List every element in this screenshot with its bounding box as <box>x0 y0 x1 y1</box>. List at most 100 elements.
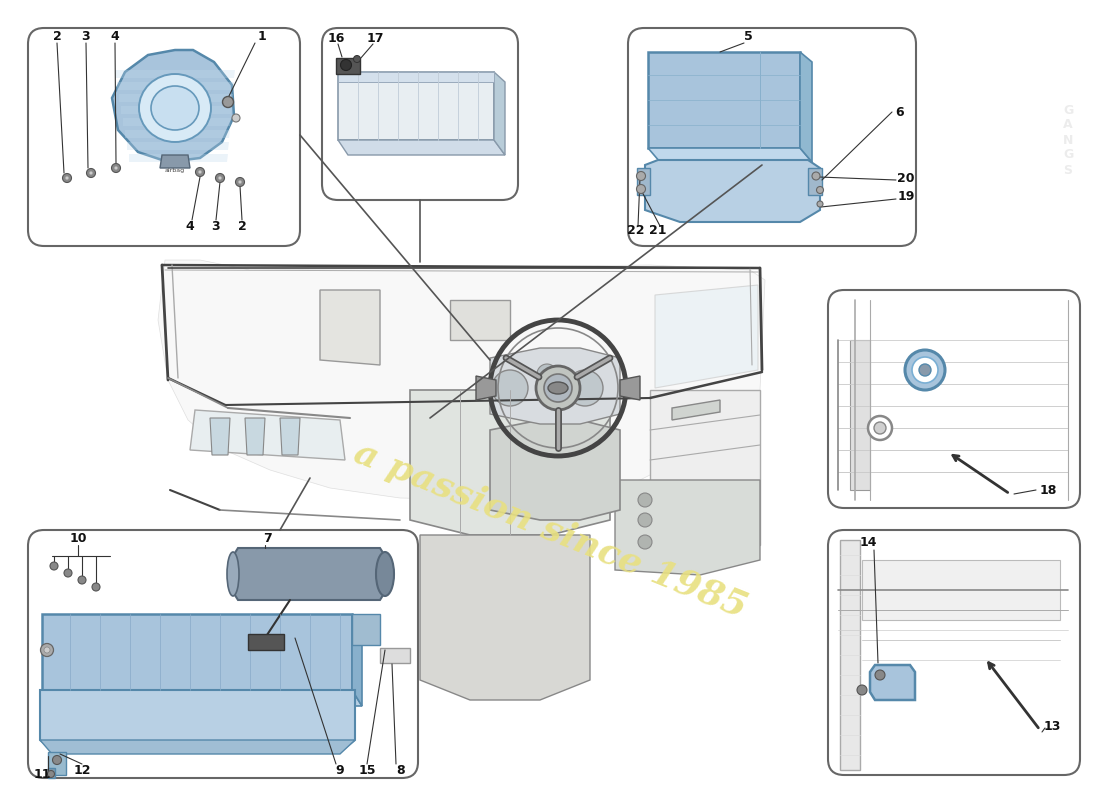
Circle shape <box>41 643 54 657</box>
Polygon shape <box>850 340 870 490</box>
Circle shape <box>857 685 867 695</box>
FancyBboxPatch shape <box>322 28 518 200</box>
Polygon shape <box>125 130 230 138</box>
Polygon shape <box>840 540 860 770</box>
Polygon shape <box>338 72 494 140</box>
Text: 22: 22 <box>627 223 645 237</box>
Polygon shape <box>672 400 721 420</box>
Polygon shape <box>42 690 362 706</box>
Circle shape <box>536 366 580 410</box>
Polygon shape <box>637 168 650 195</box>
Polygon shape <box>40 690 355 752</box>
Circle shape <box>65 176 69 180</box>
Text: 3: 3 <box>81 30 90 43</box>
Polygon shape <box>379 648 410 663</box>
Circle shape <box>905 350 945 390</box>
Circle shape <box>492 370 528 406</box>
Text: 8: 8 <box>397 763 405 777</box>
Circle shape <box>341 59 352 70</box>
Text: 20: 20 <box>898 171 915 185</box>
Circle shape <box>638 493 652 507</box>
Circle shape <box>216 174 224 182</box>
Polygon shape <box>338 140 505 155</box>
Circle shape <box>63 174 72 182</box>
Polygon shape <box>648 52 800 148</box>
Polygon shape <box>40 740 355 754</box>
Text: 7: 7 <box>264 531 273 545</box>
Polygon shape <box>126 142 229 150</box>
Polygon shape <box>870 665 915 700</box>
Polygon shape <box>112 50 234 162</box>
Ellipse shape <box>151 86 199 130</box>
Polygon shape <box>245 418 265 455</box>
Text: 4: 4 <box>186 219 195 233</box>
Polygon shape <box>420 535 590 700</box>
Circle shape <box>232 114 240 122</box>
Text: 9: 9 <box>336 763 344 777</box>
Circle shape <box>78 576 86 584</box>
Text: 6: 6 <box>895 106 904 118</box>
Circle shape <box>874 422 886 434</box>
Circle shape <box>196 167 205 177</box>
Polygon shape <box>210 418 230 455</box>
Ellipse shape <box>139 74 211 142</box>
Polygon shape <box>117 82 234 90</box>
Circle shape <box>87 169 96 178</box>
Polygon shape <box>158 260 764 500</box>
Text: 19: 19 <box>898 190 915 202</box>
Circle shape <box>92 583 100 591</box>
Polygon shape <box>116 70 235 78</box>
Polygon shape <box>494 72 505 155</box>
Circle shape <box>868 416 892 440</box>
Polygon shape <box>862 560 1060 620</box>
FancyBboxPatch shape <box>828 290 1080 508</box>
Polygon shape <box>338 72 494 82</box>
FancyBboxPatch shape <box>628 28 916 246</box>
Polygon shape <box>808 168 822 195</box>
Polygon shape <box>48 752 66 775</box>
Text: 15: 15 <box>359 763 376 777</box>
Text: 17: 17 <box>366 31 384 45</box>
Text: 1: 1 <box>257 30 266 43</box>
Circle shape <box>638 535 652 549</box>
Circle shape <box>53 755 62 765</box>
Polygon shape <box>233 548 385 600</box>
Polygon shape <box>490 420 620 520</box>
Circle shape <box>566 370 603 406</box>
Circle shape <box>238 180 242 184</box>
Circle shape <box>918 364 931 376</box>
FancyBboxPatch shape <box>828 530 1080 775</box>
Text: a passion since 1985: a passion since 1985 <box>349 435 751 625</box>
Polygon shape <box>654 285 758 388</box>
Text: 5: 5 <box>744 30 752 43</box>
Circle shape <box>50 562 58 570</box>
Circle shape <box>198 170 202 174</box>
Circle shape <box>111 163 121 173</box>
Polygon shape <box>48 768 55 778</box>
Polygon shape <box>129 154 228 162</box>
Circle shape <box>816 186 824 194</box>
Circle shape <box>235 178 244 186</box>
Polygon shape <box>248 634 284 650</box>
Ellipse shape <box>227 552 239 596</box>
Text: 4: 4 <box>111 30 120 43</box>
Polygon shape <box>648 148 812 162</box>
Circle shape <box>544 374 572 402</box>
Circle shape <box>222 97 233 107</box>
Text: 12: 12 <box>74 763 90 777</box>
Circle shape <box>114 166 118 170</box>
Circle shape <box>637 171 646 181</box>
Polygon shape <box>410 390 610 535</box>
Text: G
A
N
G
S: G A N G S <box>1063 103 1074 177</box>
Polygon shape <box>160 155 190 168</box>
Text: 16: 16 <box>328 31 344 45</box>
Circle shape <box>812 172 820 180</box>
Polygon shape <box>650 390 760 545</box>
Circle shape <box>353 55 361 62</box>
Circle shape <box>637 185 646 194</box>
Polygon shape <box>280 418 300 455</box>
Text: 21: 21 <box>649 223 667 237</box>
Polygon shape <box>352 614 379 645</box>
Polygon shape <box>121 106 232 114</box>
Circle shape <box>44 647 50 653</box>
